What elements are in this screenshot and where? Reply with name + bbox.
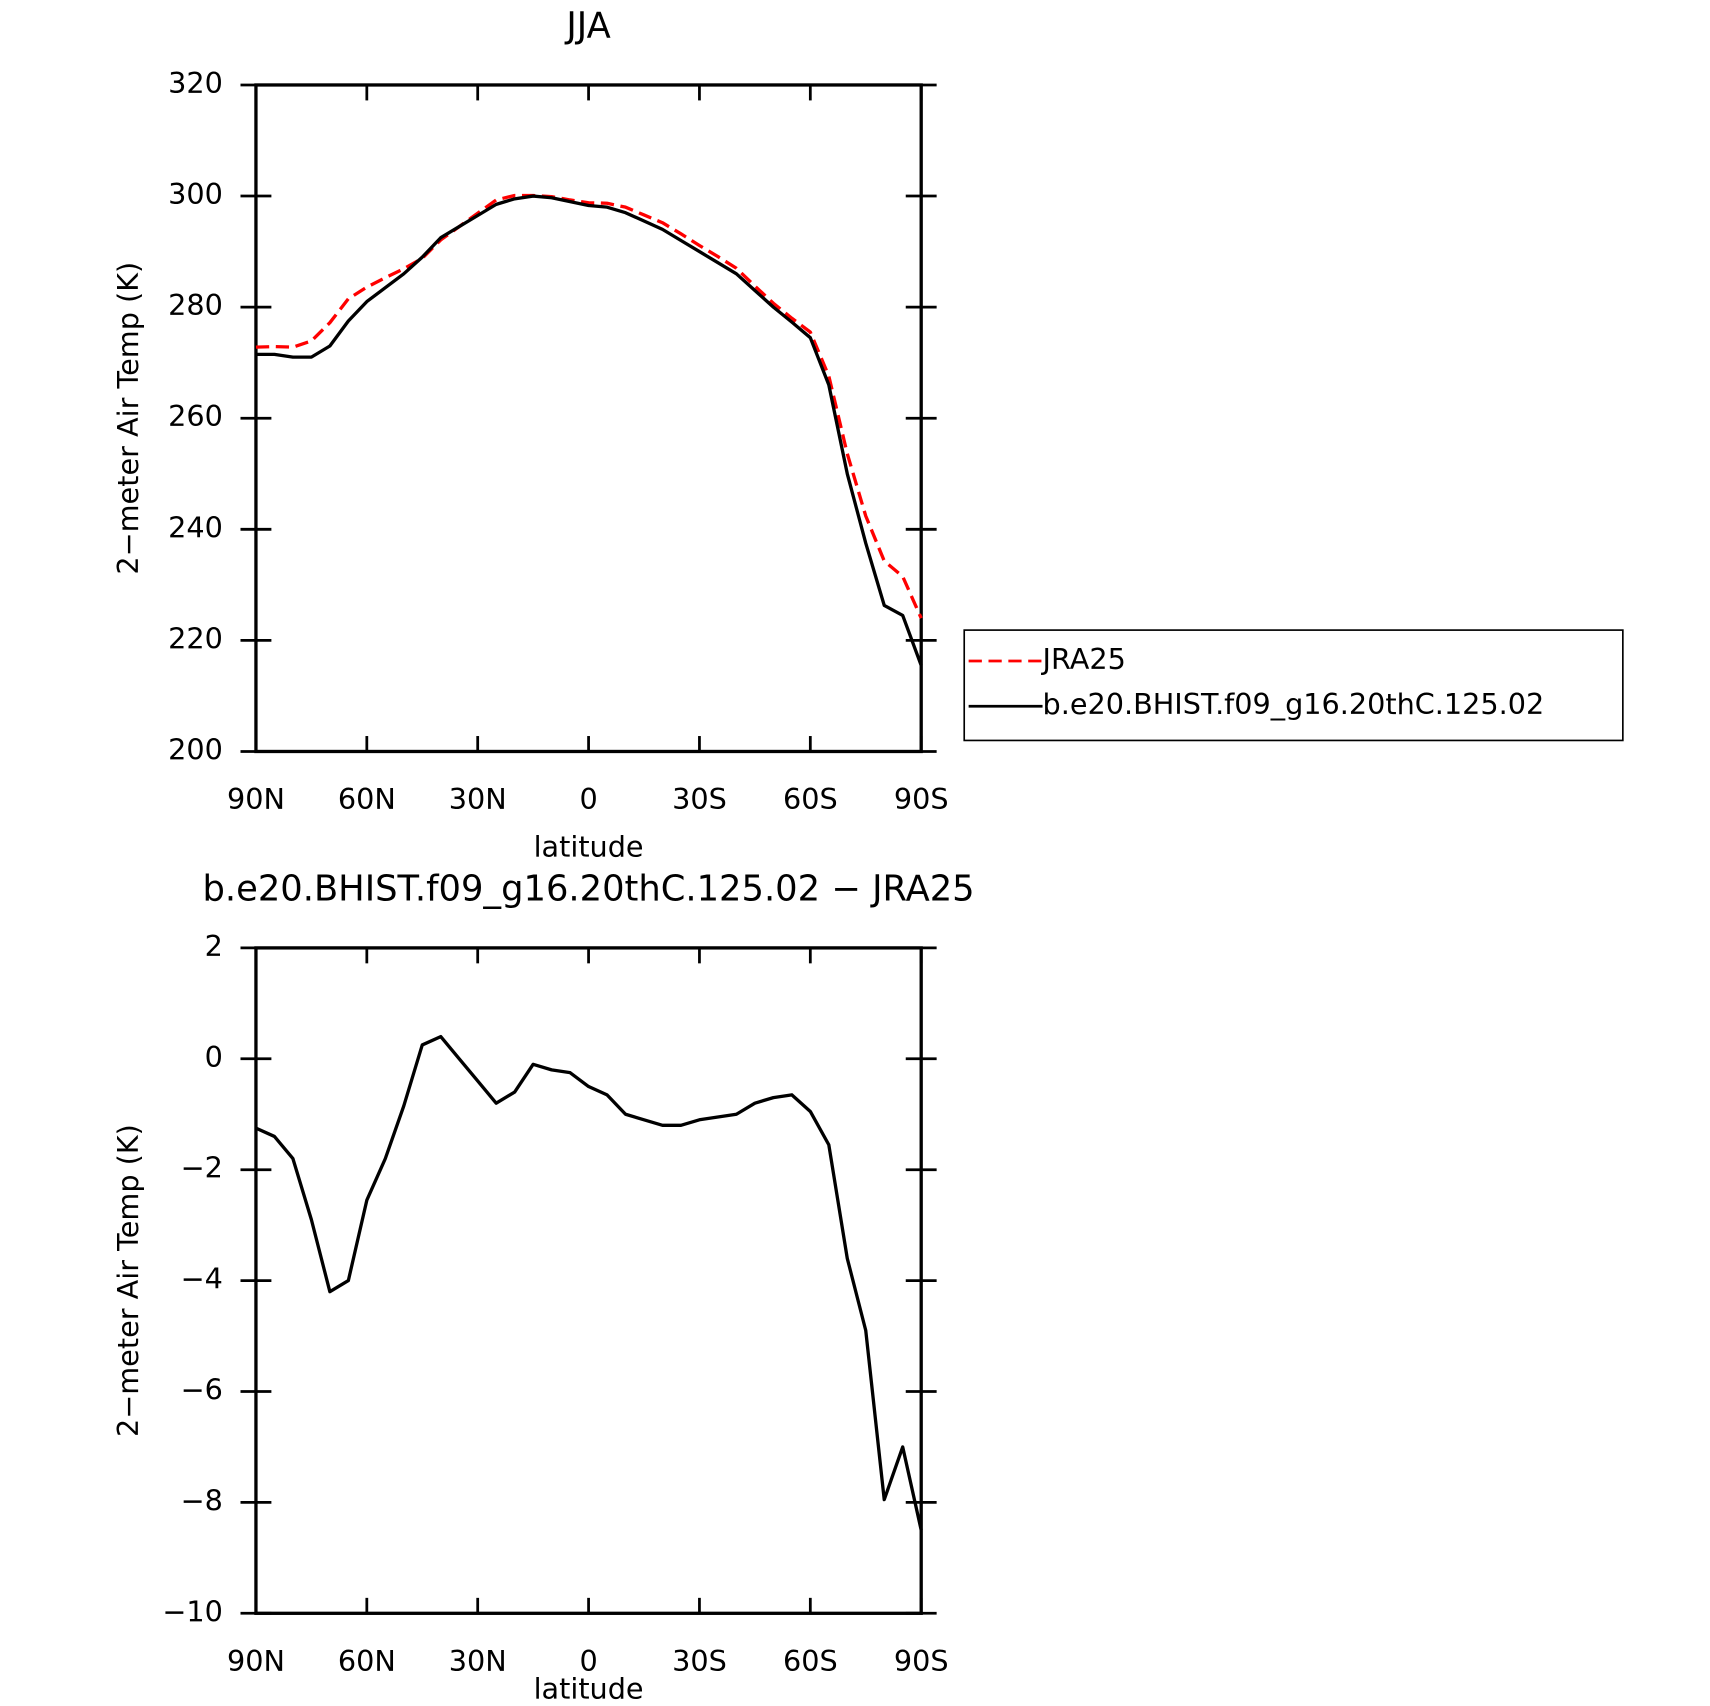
x-tick-label: 60N [338,1644,396,1678]
chart-title: b.e20.BHIST.f09_g16.20thC.125.02 − JRA25 [202,869,974,910]
y-tick-label: 280 [168,288,223,322]
x-axis-label: latitude [534,830,644,864]
chart-title: JJA [564,6,610,47]
y-axis-label: 2−meter Air Temp (K) [111,1124,145,1437]
x-tick-label: 60S [783,782,838,816]
x-axis-label: latitude [534,1672,644,1706]
x-tick-label: 90S [894,1644,949,1678]
legend-label: b.e20.BHIST.f09_g16.20thC.125.02 [1043,687,1545,721]
y-tick-label: 200 [168,732,223,766]
y-tick-label: 240 [168,510,223,544]
y-tick-label: −6 [181,1373,223,1407]
plot-frame [254,83,923,754]
y-tick-label: 320 [168,66,223,100]
y-tick-label: 2 [205,929,223,963]
x-tick-label: 30N [449,782,507,816]
y-tick-label: 300 [168,177,223,211]
y-tick-label: 260 [168,399,223,433]
x-tick-label: 60S [783,1644,838,1678]
x-tick-label: 90S [894,782,949,816]
series-line [255,1034,923,1531]
y-tick-label: −4 [181,1262,223,1296]
series-line [255,194,923,666]
y-tick-label: −10 [162,1594,223,1628]
x-tick-label: 60N [338,782,396,816]
legend-label: JRA25 [1041,642,1126,676]
y-tick-label: −2 [181,1151,223,1185]
x-tick-label: 30S [672,1644,727,1678]
x-tick-label: 30S [672,782,727,816]
x-tick-label: 30N [449,1644,507,1678]
x-tick-label: 90N [227,782,285,816]
y-tick-label: 220 [168,621,223,655]
y-axis-label: 2−meter Air Temp (K) [111,262,145,575]
y-tick-label: 0 [205,1040,223,1074]
y-tick-label: −8 [181,1483,223,1517]
legend-box [963,629,1624,742]
series-line [255,193,923,619]
x-tick-label: 0 [579,782,597,816]
plot-frame [254,946,923,1615]
x-tick-label: 0 [579,1644,597,1678]
x-tick-label: 90N [227,1644,285,1678]
